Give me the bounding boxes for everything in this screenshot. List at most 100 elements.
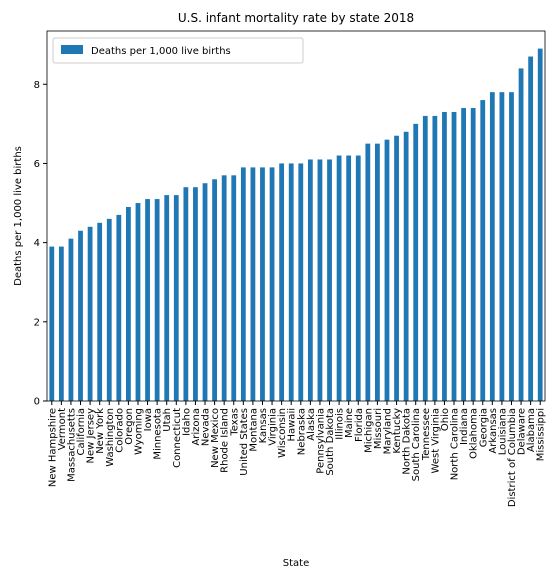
x-tick-label: New York (95, 408, 106, 454)
bar (240, 167, 246, 401)
bar (173, 195, 179, 401)
bar (154, 199, 160, 401)
x-tick-label: Missouri (373, 408, 384, 449)
bar (87, 226, 93, 401)
x-tick-label: New Hampshire (47, 408, 58, 487)
bar (58, 246, 64, 401)
bar (346, 155, 352, 401)
x-tick-label: Alabama (526, 408, 537, 452)
x-tick-label: Minnesota (153, 408, 164, 460)
x-tick-label: South Dakota (325, 408, 336, 476)
bar (183, 187, 189, 401)
bar (250, 167, 256, 401)
bar (336, 155, 342, 401)
x-tick-label: Texas (229, 408, 240, 437)
x-tick-label: Iowa (143, 408, 154, 431)
bar (422, 115, 428, 402)
bar (279, 163, 285, 401)
x-tick-label: Illinois (335, 408, 346, 440)
x-tick-label: Massachusetts (66, 408, 77, 482)
y-tick-label: 6 (34, 159, 40, 170)
bar (49, 246, 55, 401)
x-tick-label: Colorado (114, 408, 125, 453)
y-tick-label: 8 (34, 80, 40, 91)
y-tick-label: 2 (34, 317, 40, 328)
x-tick-label: Utah (162, 408, 173, 432)
bar (499, 92, 505, 401)
x-tick-label: Idaho (181, 408, 192, 436)
bar (489, 92, 495, 401)
x-tick-label: Vermont (57, 408, 68, 450)
x-tick-label: West Virginia (430, 408, 441, 473)
x-tick-label: Indiana (459, 408, 470, 445)
x-tick-label: Wisconsin (277, 408, 288, 458)
bar (470, 108, 476, 401)
bar (461, 108, 466, 401)
x-tick-label: Connecticut (172, 408, 183, 468)
x-tick-label: North Dakota (402, 408, 413, 475)
bar (384, 139, 390, 402)
bar (135, 203, 141, 401)
bar (298, 163, 304, 401)
bar (509, 92, 514, 401)
x-tick-label: Mississippi (536, 408, 547, 461)
bar (78, 230, 83, 401)
x-axis-label: State (283, 558, 309, 569)
bar (528, 56, 534, 401)
bar (145, 199, 150, 401)
bar (413, 123, 419, 402)
x-tick-label: Rhode Island (220, 408, 231, 473)
x-tick-label: Arkansas (488, 408, 499, 454)
bar (231, 175, 237, 401)
bar (442, 111, 447, 401)
x-tick-label: Tennessee (421, 408, 432, 461)
x-tick-label: New Mexico (210, 408, 221, 468)
legend-box (52, 37, 304, 64)
x-tick-label: Ohio (440, 408, 451, 431)
x-tick-label: Virginia (268, 408, 279, 446)
bar (68, 238, 74, 401)
x-tick-label: New Jersey (86, 408, 97, 464)
x-tick-label: Kentucky (392, 408, 403, 454)
chart-title: U.S. infant mortality rate by state 2018 (178, 11, 414, 25)
y-axis-label: Deaths per 1,000 live births (13, 146, 24, 286)
x-tick-label: Wyoming (133, 408, 144, 455)
legend-swatch (61, 45, 83, 54)
bar (106, 218, 112, 401)
x-tick-label: Kansas (258, 408, 269, 443)
x-tick-label: Oregon (124, 408, 135, 445)
bar (221, 175, 227, 401)
x-tick-label: Washington (105, 408, 116, 467)
bar (202, 183, 208, 401)
bar (403, 131, 409, 401)
bar (193, 187, 198, 401)
bar (97, 222, 103, 401)
axes-frame (46, 30, 546, 402)
bar (269, 167, 275, 401)
bar (480, 100, 486, 401)
legend-label: Deaths per 1,000 live births (91, 46, 231, 57)
y-tick-label: 0 (34, 397, 40, 408)
x-tick-label: Montana (248, 408, 259, 452)
bar (116, 214, 122, 401)
x-tick-label: California (76, 408, 87, 456)
x-tick-label: Hawaii (287, 408, 298, 442)
bar (518, 68, 524, 401)
bar (432, 115, 438, 402)
x-tick-label: Nebraska (296, 408, 307, 455)
x-tick-label: Florida (354, 408, 365, 442)
x-tick-label: Nevada (201, 408, 212, 446)
bar (317, 159, 323, 401)
bar (307, 159, 313, 401)
x-tick-label: Michigan (363, 408, 374, 453)
bar (327, 159, 332, 401)
bar (375, 143, 380, 401)
bar (126, 206, 131, 401)
bar (260, 167, 265, 401)
x-tick-label: Louisiana (497, 408, 508, 455)
bar (394, 135, 399, 401)
x-tick-label: South Carolina (411, 408, 422, 481)
bar (164, 195, 170, 401)
bar (365, 143, 371, 401)
